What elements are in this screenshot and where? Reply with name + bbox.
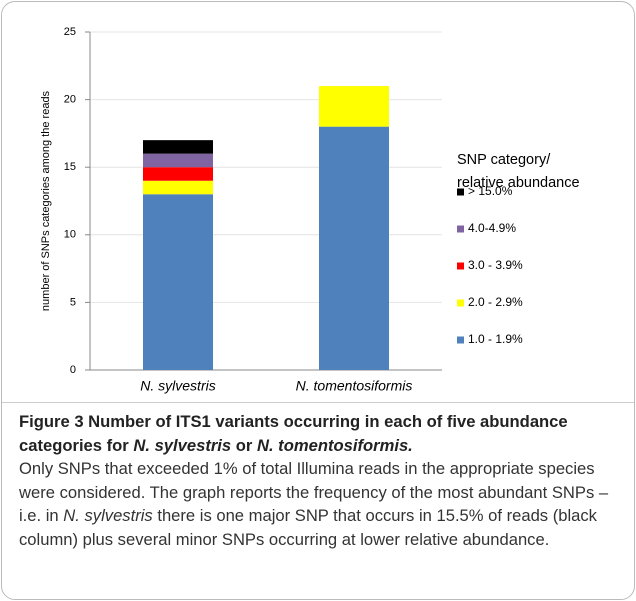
caption-text-part: N. sylvestris xyxy=(63,506,153,526)
y-axis-label: number of SNPs categories among the read… xyxy=(40,90,52,311)
bar-segment xyxy=(143,140,213,154)
separator xyxy=(2,402,634,403)
y-tick-label: 15 xyxy=(64,161,76,173)
y-tick-label: 10 xyxy=(64,229,76,241)
caption-text: Only SNPs that exceeded 1% of total Illu… xyxy=(19,459,608,549)
legend-swatch xyxy=(457,188,464,196)
bar-segment xyxy=(319,126,389,370)
y-tick-label: 25 xyxy=(64,26,76,38)
caption-title-part: N. sylvestris xyxy=(133,435,232,455)
legend-swatch xyxy=(457,336,464,344)
legend-label: 3.0 - 3.9% xyxy=(468,258,523,272)
y-tick-label: 5 xyxy=(70,296,76,308)
bar-segment xyxy=(143,153,213,168)
legend-swatch xyxy=(457,262,464,270)
caption-title-part: or xyxy=(231,435,257,455)
bar-segment xyxy=(143,194,213,370)
caption-title: Figure 3 Number of ITS1 variants occurri… xyxy=(19,412,568,455)
y-tick-label: 20 xyxy=(64,94,76,106)
caption-text-part: there is one major SNP that occurs in 15… xyxy=(19,506,597,549)
chart: number of SNPs categories among the read… xyxy=(40,26,580,394)
bar-segment xyxy=(143,180,213,195)
bar-segment xyxy=(319,86,389,127)
x-tick-label: N. sylvestris xyxy=(140,378,215,394)
legend-title: SNP category/ xyxy=(457,152,551,168)
legend-label: 1.0 - 1.9% xyxy=(468,332,523,346)
legend-label: 4.0-4.9% xyxy=(468,221,516,235)
legend-title: relative abundance xyxy=(457,175,580,191)
x-tick-label: N. tomentosiformis xyxy=(296,378,413,394)
legend-label: > 15.0% xyxy=(468,184,513,198)
caption-title-part: Figure 3 Number of ITS1 variants occurri… xyxy=(19,412,568,455)
caption-text-part: Only SNPs that exceeded 1% of total Illu… xyxy=(19,459,609,526)
bar-segment xyxy=(143,167,213,181)
y-tick-label: 0 xyxy=(70,364,76,376)
caption: Figure 3 Number of ITS1 variants occurri… xyxy=(19,410,624,552)
legend-swatch xyxy=(457,225,464,233)
caption-title-part: N. tomentosiformis. xyxy=(256,435,413,455)
legend-swatch xyxy=(457,299,464,307)
legend-label: 2.0 - 2.9% xyxy=(468,295,523,309)
